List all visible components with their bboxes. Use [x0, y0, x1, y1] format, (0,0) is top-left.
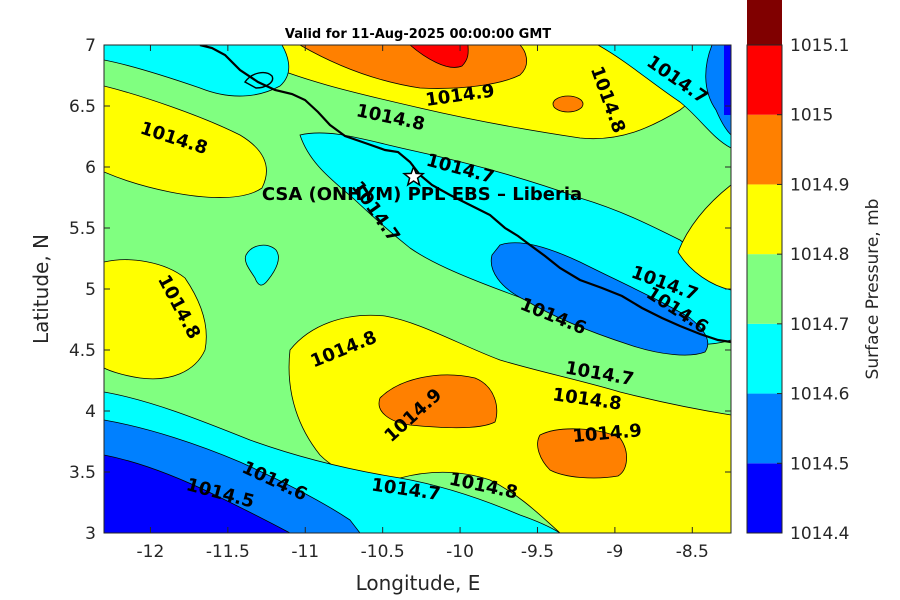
band-1014.8-west-south [104, 259, 207, 380]
site-star-icon [402, 164, 426, 187]
y-tick-label: 6 [85, 158, 96, 178]
band-1014.4-northeast [724, 45, 731, 115]
y-tick-label: 4.5 [69, 341, 96, 361]
band-1014.6-northeast [597, 45, 731, 149]
x-tick-label: -10.5 [361, 542, 405, 562]
band-1014.8-east [677, 184, 731, 291]
colorbar-swatch [747, 254, 782, 324]
colorbar-tick-label: 1014.7 [790, 315, 849, 335]
y-tick-label: 3 [85, 524, 96, 544]
band-1015-north [409, 45, 469, 68]
colorbar-tick-label: 1014.4 [790, 524, 849, 544]
colorbar-swatch [747, 114, 782, 185]
y-tick-label: 4 [85, 402, 96, 422]
x-tick-label: -9 [606, 542, 623, 562]
x-axis-label: Longitude, E [356, 571, 481, 595]
site-label: CSA (ONHYM) PPL EBS – Liberia [262, 184, 582, 205]
colorbar-tick-label: 1014.5 [790, 454, 849, 474]
colorbar-tick-label: 1015 [790, 106, 833, 126]
coastline [199, 45, 731, 344]
y-tick-label: 5 [85, 280, 96, 300]
coastline-island [243, 71, 274, 89]
y-tick-label: 3.5 [69, 463, 96, 483]
colorbar-swatch [747, 0, 782, 46]
colorbar-tick-label: 1014.8 [790, 245, 849, 265]
colorbar-tick-label: 1015.1 [790, 36, 849, 56]
colorbar-swatch [747, 463, 782, 533]
band-1014.8-west-north [104, 85, 267, 198]
colorbar-swatch [747, 184, 782, 255]
colorbar-swatch [747, 323, 782, 394]
colorbar: 1014.4 1014.5 1014.6 1014.7 1014.8 1014.9 1015… [746, 0, 849, 544]
y-tick-label: 5.5 [69, 219, 96, 239]
y-tick-label: 7 [85, 36, 96, 56]
colorbar-label: Surface Pressure, mb [863, 199, 883, 380]
band-1014.6-northwest [104, 45, 290, 97]
colorbar-frame [746, 44, 783, 534]
colorbar-swatch [747, 393, 782, 464]
band-1014.4-southwest [104, 454, 291, 533]
contour-fills [104, 45, 731, 533]
x-tick-label: -8.5 [676, 542, 709, 562]
colorbar-tick-label: 1014.9 [790, 175, 849, 195]
band-1014.5-central [490, 242, 709, 356]
x-tick-label: -10 [446, 542, 474, 562]
colorbar-swatch [747, 45, 782, 115]
y-tick-label: 6.5 [69, 97, 96, 117]
band-1014.9-north [299, 45, 527, 89]
band-1014.9-south-east [537, 428, 627, 479]
axes-layer: -12 -11.5 -11 -10.5 -10 -9.5 -9 -8.5 3 3.5 4 4.5 5 5.… [69, 36, 731, 562]
colorbar-tick-label: 1014.6 [790, 385, 849, 405]
x-tick-label: -11 [291, 542, 319, 562]
blob-1014.9-small [552, 95, 584, 113]
x-tick-label: -9.5 [521, 542, 554, 562]
x-tick-label: -11.5 [206, 542, 250, 562]
chart-title: Valid for 11-Aug-2025 00:00:00 GMT [285, 27, 551, 42]
x-tick-label: -12 [137, 542, 165, 562]
band-1014.9-south-centre [378, 374, 498, 429]
y-axis-label: Latitude, N [29, 234, 53, 344]
blob-1014.6-small [244, 244, 279, 286]
site-marker-group: CSA (ONHYM) PPL EBS – Liberia [262, 164, 582, 205]
